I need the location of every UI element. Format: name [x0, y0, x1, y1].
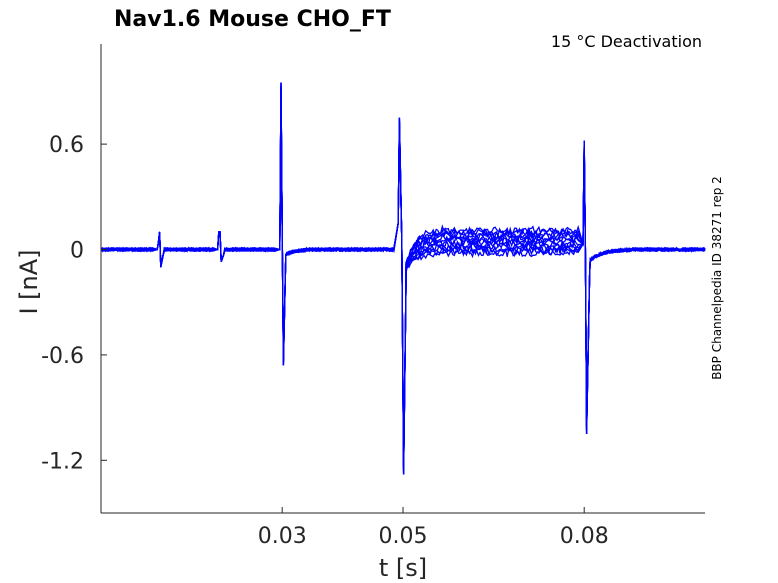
y-tick-label: 0	[70, 239, 84, 264]
side-label: BBP Channelpedia ID 38271 rep 2	[710, 176, 724, 380]
y-axis-label: I [nA]	[15, 249, 43, 314]
chart-title: Nav1.6 Mouse CHO_FT	[114, 7, 391, 32]
plot-area	[100, 82, 706, 475]
series-line	[100, 89, 706, 468]
x-tick-label: 0.05	[379, 524, 428, 549]
chart-subtitle: 15 °C Deactivation	[551, 32, 702, 51]
y-tick-label: -0.6	[41, 344, 84, 369]
axes: 0.03 0.05 0.08 0.6 0 -0.6 -1.2	[41, 44, 705, 549]
x-tick-label: 0.03	[258, 524, 307, 549]
x-axis-label: t [s]	[379, 554, 427, 582]
y-tick-label: -1.2	[41, 449, 84, 474]
y-tick-label: 0.6	[49, 133, 84, 158]
x-tick-label: 0.08	[560, 524, 609, 549]
